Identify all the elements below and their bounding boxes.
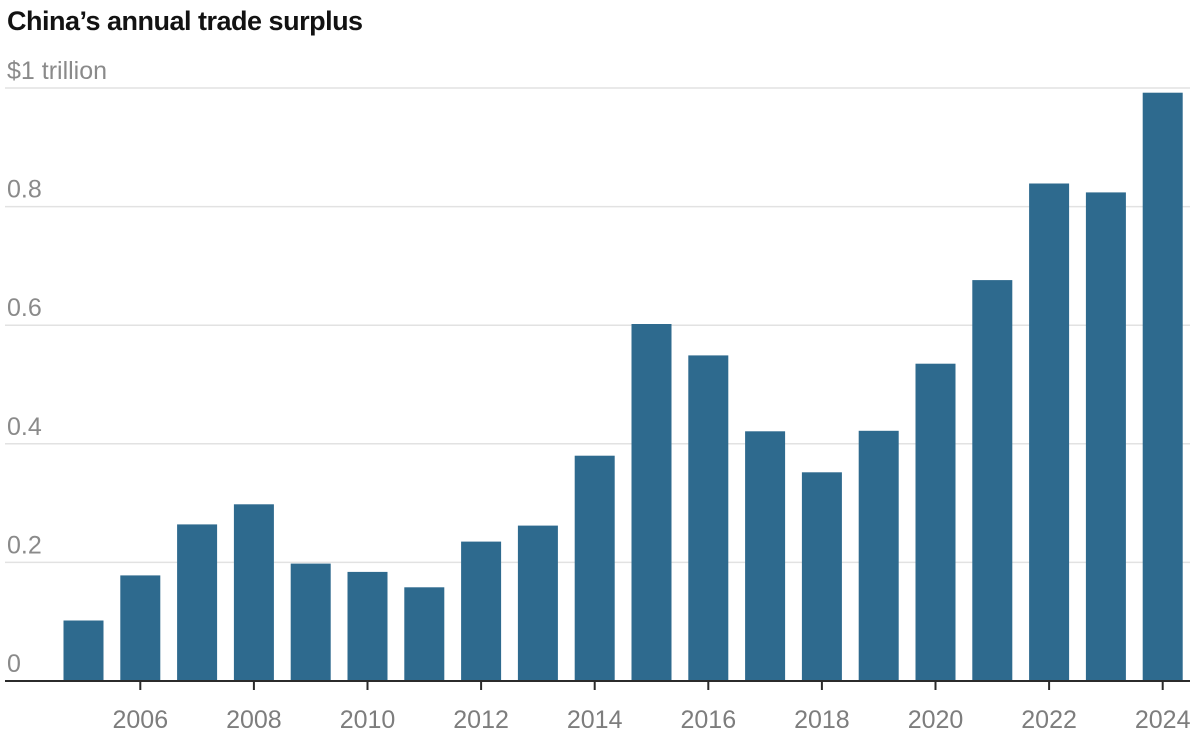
x-tick-label-2016: 2016: [680, 706, 736, 734]
y-tick-label: 0: [7, 650, 21, 678]
bar-2024: [1142, 92, 1183, 681]
x-tick-label-2006: 2006: [112, 706, 168, 734]
bar-2020: [915, 363, 956, 681]
bar-2006: [120, 575, 161, 681]
bar-2015: [631, 324, 672, 681]
bar-2023: [1085, 192, 1126, 681]
bar-2005: [63, 620, 104, 681]
bar-2007: [177, 524, 218, 681]
bar-2017: [745, 431, 786, 681]
y-tick-label: $1 trillion: [7, 57, 107, 85]
x-tick-label-2018: 2018: [794, 706, 850, 734]
x-tick-label-2010: 2010: [340, 706, 396, 734]
bar-2009: [290, 563, 331, 681]
y-tick-label: 0.8: [7, 176, 42, 204]
x-tick-label-2020: 2020: [908, 706, 964, 734]
x-tick-label-2014: 2014: [567, 706, 623, 734]
bar-2019: [858, 430, 899, 681]
y-tick-label: 0.6: [7, 294, 42, 322]
bar-2008: [233, 504, 274, 681]
bar-2016: [688, 355, 729, 681]
bar-2013: [517, 525, 558, 681]
y-axis-labels: 0 0.2 0.4 0.6 0.8 $1 trillion: [7, 57, 107, 678]
x-tick-label-2012: 2012: [453, 706, 509, 734]
bar-2011: [404, 587, 445, 681]
x-tick-label-2008: 2008: [226, 706, 282, 734]
bar-2012: [461, 541, 502, 681]
bar-2022: [1029, 183, 1070, 681]
bar-2014: [574, 455, 615, 681]
y-tick-label: 0.2: [7, 531, 42, 559]
x-tick-label-2024: 2024: [1135, 706, 1191, 734]
bar-2010: [347, 571, 388, 681]
bar-2018: [801, 472, 842, 681]
x-axis-labels: 2006 2008 2010 2012 2014 2016 2018 2020 2022 2024: [112, 706, 1190, 734]
y-tick-label: 0.4: [7, 413, 42, 441]
bar-2021: [972, 280, 1013, 681]
x-axis: [5, 680, 1190, 690]
bars: [63, 92, 1183, 681]
chart-title: China’s annual trade surplus: [7, 6, 363, 36]
x-tick-label-2022: 2022: [1021, 706, 1077, 734]
